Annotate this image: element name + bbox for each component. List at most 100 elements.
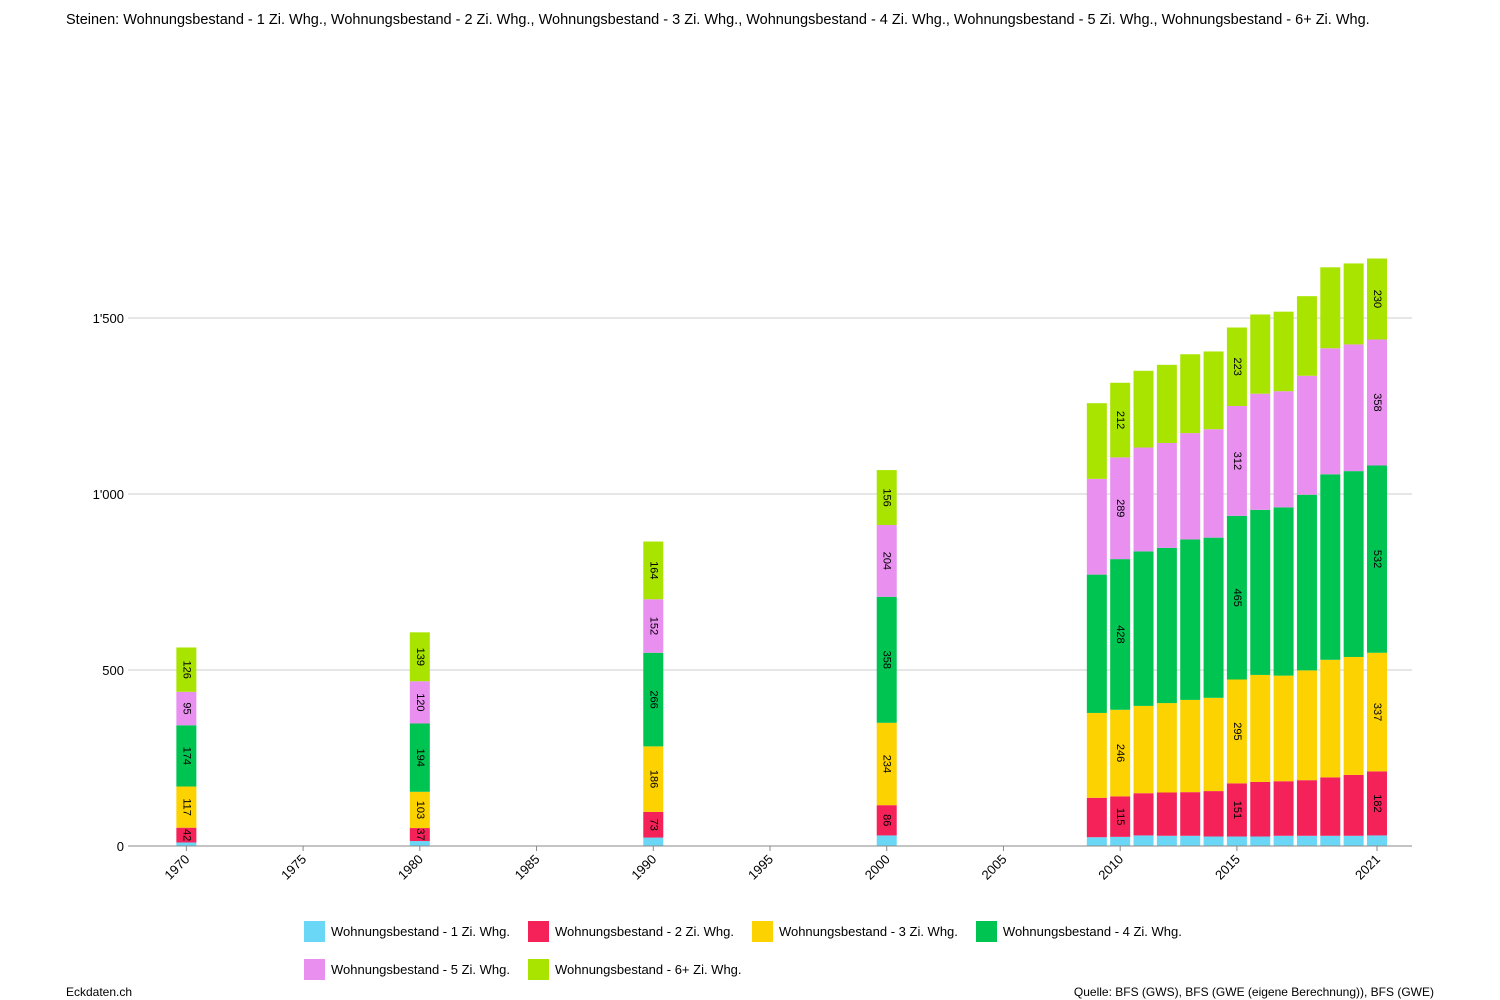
bar-segment — [1343, 656, 1364, 775]
bar-segment — [1203, 351, 1224, 430]
bar-segment — [1180, 354, 1201, 434]
y-tick-label: 0 — [117, 839, 124, 854]
bar-segment — [1273, 675, 1294, 782]
bar-segment — [1320, 835, 1341, 846]
bar-value-label: 103 — [414, 801, 426, 819]
bar-segment — [1366, 339, 1387, 466]
bar-segment — [1343, 344, 1364, 472]
legend-label: Wohnungsbestand - 5 Zi. Whg. — [331, 961, 510, 977]
bar-segment — [1320, 348, 1341, 475]
legend-item: Wohnungsbestand - 4 Zi. Whg. — [975, 920, 1182, 942]
legend-swatch — [527, 958, 549, 980]
legend-swatch — [751, 920, 773, 942]
legend-item: Wohnungsbestand - 2 Zi. Whg. — [527, 920, 734, 942]
bar-value-label: 182 — [1371, 794, 1383, 812]
bar-segment — [1086, 837, 1107, 846]
bar-segment — [176, 827, 197, 843]
data-label-layer: 42 117 174 95 126 37 103 194 120 139 73 186 266 152 16… — [180, 290, 1383, 841]
bar-segment — [176, 725, 197, 787]
footer-brand: Eckdaten.ch — [66, 985, 133, 999]
bar-segment — [1110, 709, 1131, 797]
bar-value-label: 95 — [180, 702, 192, 714]
bar-segment — [1156, 703, 1177, 793]
bar-segment — [876, 722, 897, 806]
bar-segment — [1180, 792, 1201, 836]
bar-segment — [1343, 774, 1364, 836]
bar-segment — [1133, 835, 1154, 846]
x-tick-label: 2000 — [862, 852, 893, 883]
bar-segment — [1226, 679, 1247, 784]
bar-segment — [1226, 836, 1247, 846]
bar-segment — [1320, 474, 1341, 660]
bar-value-label: 358 — [1371, 393, 1383, 411]
bar-value-label: 289 — [1114, 499, 1126, 517]
bar-segment — [1320, 659, 1341, 778]
bar-segment — [1296, 375, 1317, 495]
bar-segment — [643, 746, 664, 812]
bar-value-label: 212 — [1114, 411, 1126, 429]
bar-value-label: 266 — [647, 690, 659, 708]
bar-value-label: 151 — [1231, 801, 1243, 819]
bar-segment — [176, 691, 197, 726]
bar-segment — [1366, 835, 1387, 846]
bar-segment — [1296, 835, 1317, 846]
bar-value-label: 194 — [414, 748, 426, 766]
bar-segment — [1366, 771, 1387, 836]
bar-segment — [1133, 370, 1154, 448]
bar-segment — [1366, 465, 1387, 653]
bar-value-label: 174 — [180, 747, 192, 765]
legend-swatch — [975, 920, 997, 942]
bar-segment — [1366, 652, 1387, 772]
bar-value-label: 337 — [1371, 703, 1383, 721]
bar-segment — [176, 647, 197, 692]
bar-segment — [1156, 547, 1177, 704]
bar-segment — [876, 835, 897, 846]
x-tick-label: 2021 — [1352, 852, 1383, 883]
bar-value-label: 117 — [180, 798, 192, 816]
bar-value-label: 204 — [881, 552, 893, 570]
chart-title: Steinen: Wohnungsbestand - 1 Zi. Whg., W… — [66, 12, 1370, 28]
bar-value-label: 532 — [1371, 550, 1383, 568]
bar-value-label: 120 — [414, 693, 426, 711]
bar-segment — [1296, 494, 1317, 671]
x-tick-label: 1970 — [161, 852, 192, 883]
legend-item: Wohnungsbestand - 6+ Zi. Whg. — [527, 958, 742, 980]
bar-value-label: 73 — [647, 819, 659, 831]
bar-segment — [409, 723, 430, 792]
bar-segment — [1110, 457, 1131, 560]
bar-segment — [1273, 835, 1294, 846]
bar-segment — [1110, 796, 1131, 837]
bar-segment — [409, 841, 430, 846]
bar-segment — [1296, 780, 1317, 836]
bar-segment — [1343, 835, 1364, 846]
bar-segment — [1156, 364, 1177, 443]
bar-segment — [1250, 836, 1271, 846]
bar-segment — [643, 837, 664, 846]
bar-segment — [1133, 705, 1154, 794]
bar-segment — [643, 652, 664, 747]
bar-segment — [1133, 551, 1154, 706]
footer-source: Quelle: BFS (GWS), BFS (GWE (eigene Bere… — [1073, 985, 1434, 999]
bar-segment — [409, 632, 430, 682]
bar-value-label: 42 — [180, 829, 192, 841]
bar-segment — [1180, 835, 1201, 846]
bar-segment — [1086, 712, 1107, 798]
bar-layer — [176, 258, 1387, 846]
bar-segment — [1203, 429, 1224, 538]
bar-value-label: 234 — [881, 755, 893, 773]
bar-value-label: 86 — [881, 814, 893, 826]
x-tick-label: 1975 — [278, 852, 309, 883]
bar-value-label: 295 — [1231, 722, 1243, 740]
bar-value-label: 312 — [1231, 452, 1243, 470]
bar-segment — [1203, 791, 1224, 837]
bar-segment — [1086, 797, 1107, 838]
x-tick-label: 1985 — [512, 852, 543, 883]
bar-segment — [1250, 781, 1271, 837]
bar-segment — [1250, 674, 1271, 782]
bar-value-label: 156 — [881, 488, 893, 506]
bar-segment — [1226, 327, 1247, 406]
y-tick-label: 500 — [102, 663, 124, 678]
bar-segment — [1366, 258, 1387, 340]
bar-segment — [1110, 836, 1131, 846]
bar-segment — [1250, 393, 1271, 510]
